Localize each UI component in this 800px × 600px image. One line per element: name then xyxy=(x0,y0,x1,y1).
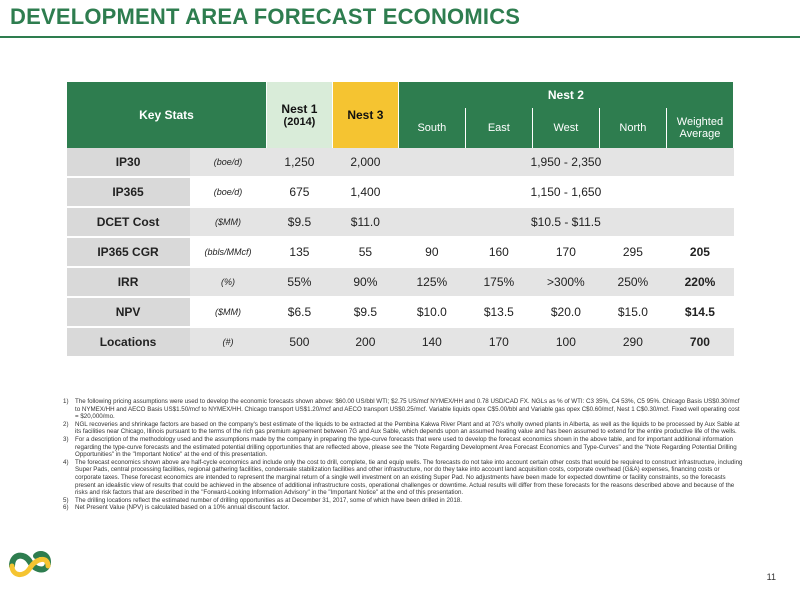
table-row: IP30 (boe/d) 1,250 2,000 1,950 - 2,350 xyxy=(66,148,734,176)
row-label: NPV xyxy=(66,298,190,326)
footnote-text: The drilling locations reflect the estim… xyxy=(75,496,462,504)
cell-nest1: $9.5 xyxy=(266,208,333,236)
footnote-number: 2) xyxy=(63,420,69,428)
cell-north: 295 xyxy=(599,238,667,266)
footnote: 4) The forecast economics shown above ar… xyxy=(63,459,743,497)
cell-east: $13.5 xyxy=(465,298,533,326)
page-title: DEVELOPMENT AREA FORECAST ECONOMICS xyxy=(10,4,521,29)
row-label: IP365 xyxy=(66,178,190,206)
row-unit: (boe/d) xyxy=(189,148,267,176)
cell-nest1: 675 xyxy=(266,178,333,206)
cell-nest3: 2,000 xyxy=(332,148,399,176)
header-nest2: Nest 2 xyxy=(397,82,735,108)
cell-south: 125% xyxy=(398,268,466,296)
cell-south: 90 xyxy=(398,238,466,266)
cell-west: 100 xyxy=(532,328,600,356)
footnote-number: 3) xyxy=(63,435,69,443)
cell-nest3: 55 xyxy=(332,238,399,266)
cell-nest2-range: 1,950 - 2,350 xyxy=(398,148,734,176)
header-south: South xyxy=(397,108,466,148)
header-north: North xyxy=(598,108,667,148)
footnote-number: 6) xyxy=(63,504,69,512)
cell-nest3: 200 xyxy=(332,328,399,356)
row-unit: (%) xyxy=(189,268,267,296)
footnote-text: For a description of the methodology use… xyxy=(75,435,737,459)
cell-west: 170 xyxy=(532,238,600,266)
cell-nest3: 90% xyxy=(332,268,399,296)
cell-east: 170 xyxy=(465,328,533,356)
footnote-text: The following pricing assumptions were u… xyxy=(75,398,740,421)
company-logo xyxy=(9,551,52,577)
footnote: 1) The following pricing assumptions wer… xyxy=(63,398,743,421)
header-weighted-average: Weighted Average xyxy=(665,108,735,148)
row-unit: ($MM) xyxy=(189,208,267,236)
cell-nest2-range: $10.5 - $11.5 xyxy=(398,208,734,236)
header-nest3: Nest 3 xyxy=(331,82,399,148)
table-row: Locations (#) 500 200 140 170 100 290 70… xyxy=(66,328,734,356)
footnotes: 1) The following pricing assumptions wer… xyxy=(63,398,743,512)
cell-nest1: 135 xyxy=(266,238,333,266)
header-west: West xyxy=(531,108,600,148)
footnote: 6) Net Present Value (NPV) is calculated… xyxy=(63,504,743,512)
header-key-stats: Key Stats xyxy=(66,82,267,148)
cell-east: 175% xyxy=(465,268,533,296)
cell-nest1: 1,250 xyxy=(266,148,333,176)
footnote: 3) For a description of the methodology … xyxy=(63,436,743,459)
cell-nest1: $6.5 xyxy=(266,298,333,326)
footnote-text: Net Present Value (NPV) is calculated ba… xyxy=(75,504,290,512)
row-unit: (bbls/MMcf) xyxy=(189,238,267,266)
cell-south: $10.0 xyxy=(398,298,466,326)
footnote-number: 1) xyxy=(63,398,69,405)
cell-west: $20.0 xyxy=(532,298,600,326)
footnote: 2) NGL recoveries and shrinkage factors … xyxy=(63,421,743,436)
row-unit: (boe/d) xyxy=(189,178,267,206)
row-unit: ($MM) xyxy=(189,298,267,326)
cell-west: >300% xyxy=(532,268,600,296)
footnote-number: 5) xyxy=(63,496,69,504)
cell-nest3: 1,400 xyxy=(332,178,399,206)
cell-nest3: $11.0 xyxy=(332,208,399,236)
header-nest1: Nest 1 (2014) xyxy=(265,82,333,148)
table-row: DCET Cost ($MM) $9.5 $11.0 $10.5 - $11.5 xyxy=(66,208,734,236)
footnote-text: NGL recoveries and shrinkage factors are… xyxy=(75,420,740,436)
row-label: IP365 CGR xyxy=(66,238,190,266)
page-number: 11 xyxy=(766,572,776,582)
header-east: East xyxy=(464,108,533,148)
cell-weighted-average: 220% xyxy=(666,268,734,296)
cell-nest1: 55% xyxy=(266,268,333,296)
key-stats-table: Key Stats Nest 1 (2014) Nest 3 Nest 2 So… xyxy=(66,82,735,356)
footnote: 5) The drilling locations reflect the es… xyxy=(63,497,743,505)
cell-north: 250% xyxy=(599,268,667,296)
row-label: IP30 xyxy=(66,148,190,176)
cell-nest2-range: 1,150 - 1,650 xyxy=(398,178,734,206)
table-row: NPV ($MM) $6.5 $9.5 $10.0 $13.5 $20.0 $1… xyxy=(66,298,734,326)
cell-nest1: 500 xyxy=(266,328,333,356)
table-row: IP365 (boe/d) 675 1,400 1,150 - 1,650 xyxy=(66,178,734,206)
cell-weighted-average: 700 xyxy=(666,328,734,356)
table-row: IRR (%) 55% 90% 125% 175% >300% 250% 220… xyxy=(66,268,734,296)
cell-nest3: $9.5 xyxy=(332,298,399,326)
footnote-number: 4) xyxy=(63,458,69,466)
row-unit: (#) xyxy=(189,328,267,356)
title-divider xyxy=(0,36,800,38)
cell-east: 160 xyxy=(465,238,533,266)
row-label: Locations xyxy=(66,328,190,356)
header-nest1-label: Nest 1 xyxy=(281,102,318,116)
row-label: DCET Cost xyxy=(66,208,190,236)
cell-weighted-average: 205 xyxy=(666,238,734,266)
table-row: IP365 CGR (bbls/MMcf) 135 55 90 160 170 … xyxy=(66,238,734,266)
cell-weighted-average: $14.5 xyxy=(666,298,734,326)
cell-north: $15.0 xyxy=(599,298,667,326)
cell-south: 140 xyxy=(398,328,466,356)
header-nest1-sub: (2014) xyxy=(283,116,316,128)
row-label: IRR xyxy=(66,268,190,296)
cell-north: 290 xyxy=(599,328,667,356)
footnote-text: The forecast economics shown above are h… xyxy=(75,458,743,497)
